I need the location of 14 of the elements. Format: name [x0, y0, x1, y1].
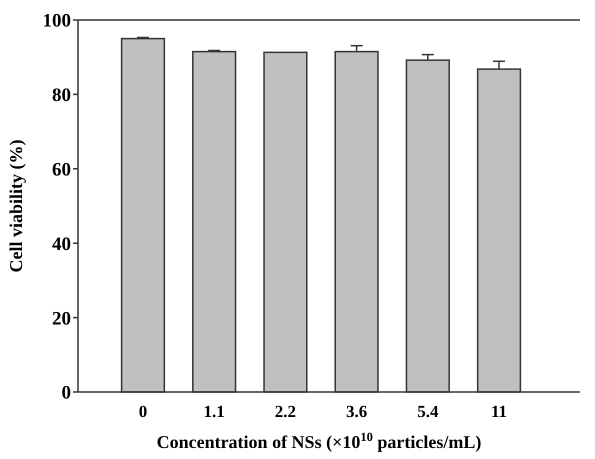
x-tick-label: 1.1 — [204, 402, 225, 421]
y-tick-label: 20 — [52, 308, 71, 330]
x-tick-label: 2.2 — [274, 402, 296, 421]
y-tick-label: 100 — [42, 10, 71, 32]
y-tick-label: 80 — [52, 85, 71, 106]
y-axis-title: Cell viability (%) — [6, 140, 26, 272]
x-axis-title: Concentration of NSs (×10$^{10}$ particles/mL) — [156, 430, 482, 452]
x-tick-label: 5.4 — [417, 402, 439, 421]
x-tick-label: 3.6 — [346, 402, 368, 421]
x-tick-label: 11 — [491, 402, 508, 421]
y-tick-label: 60 — [52, 159, 71, 180]
x-tick-label: 0 — [138, 402, 148, 421]
y-tick-label: 40 — [52, 234, 71, 255]
y-tick-label: 0 — [62, 382, 71, 404]
